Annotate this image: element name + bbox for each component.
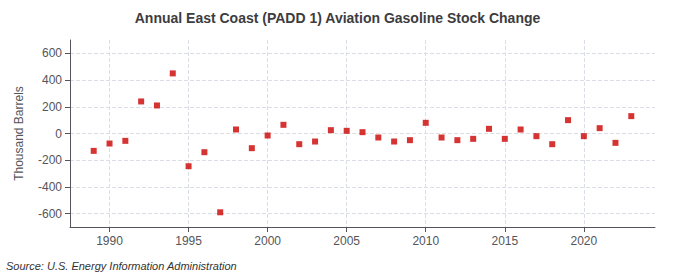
svg-text:1990: 1990	[96, 234, 123, 248]
svg-text:0: 0	[55, 127, 62, 141]
svg-text:200: 200	[42, 100, 62, 114]
svg-text:-400: -400	[38, 180, 62, 194]
svg-text:2020: 2020	[570, 234, 597, 248]
svg-text:600: 600	[42, 46, 62, 60]
svg-text:1995: 1995	[175, 234, 202, 248]
svg-text:Annual East Coast (PADD 1) Avi: Annual East Coast (PADD 1) Aviation Gaso…	[135, 10, 541, 26]
svg-text:400: 400	[42, 73, 62, 87]
svg-text:2015: 2015	[491, 234, 518, 248]
svg-text:-200: -200	[38, 153, 62, 167]
svg-text:2005: 2005	[333, 234, 360, 248]
svg-text:2010: 2010	[412, 234, 439, 248]
svg-text:2000: 2000	[254, 234, 281, 248]
svg-text:Source: U.S. Energy Informatio: Source: U.S. Energy Information Administ…	[6, 260, 237, 272]
svg-text:Thousand Barrels: Thousand Barrels	[12, 86, 26, 181]
svg-text:-600: -600	[38, 207, 62, 221]
